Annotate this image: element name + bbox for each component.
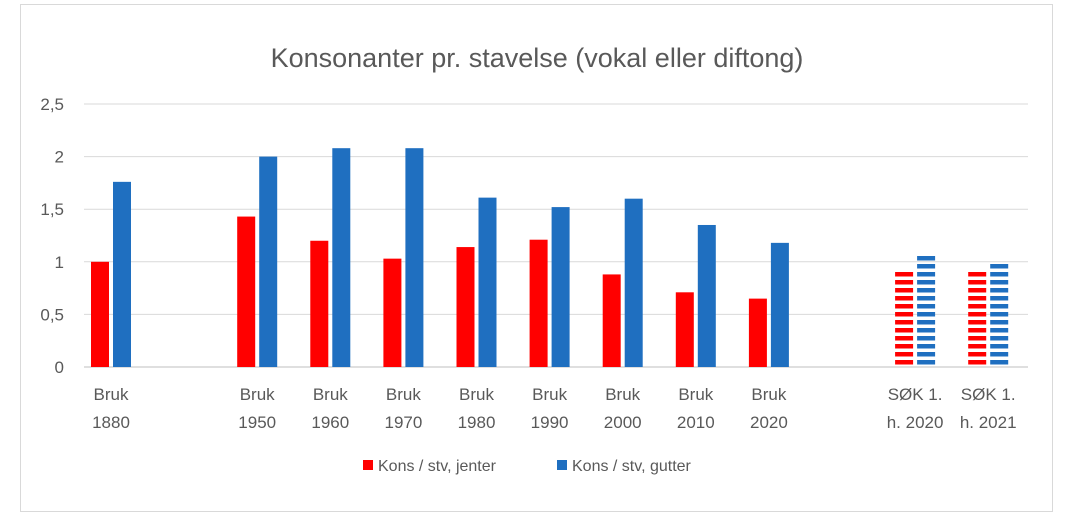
x-tick-label: SØK 1. (961, 385, 1016, 404)
bar-gutter (697, 224, 716, 367)
chart-title: Konsonanter pr. stavelse (vokal eller di… (271, 43, 804, 73)
bar-gutter (770, 242, 789, 367)
x-tick-label: 1980 (458, 413, 496, 432)
bar-gutter (551, 207, 570, 367)
bar-jenter (310, 240, 329, 367)
bar-jenter (456, 247, 475, 367)
x-tick-label: Bruk (94, 385, 129, 404)
bar-gutter (917, 253, 936, 367)
bar-jenter (748, 298, 767, 367)
y-tick-label: 0,5 (40, 305, 64, 324)
bar-jenter (529, 239, 548, 367)
x-tick-label: 1960 (311, 413, 349, 432)
bar-jenter (91, 261, 109, 367)
x-tick-label: 1880 (92, 413, 130, 432)
x-tick-label: 2010 (677, 413, 715, 432)
bars (91, 148, 1009, 367)
bar-gutter (624, 198, 643, 367)
y-tick-label: 2 (55, 148, 64, 167)
bar-gutter (478, 197, 497, 367)
legend-swatch (363, 460, 373, 470)
x-tick-label: h. 2021 (960, 413, 1017, 432)
x-axis-ticks: Bruk 1880 Bruk 1950 Bruk 1960 Bruk 1970 Bruk 1980… (92, 385, 1016, 432)
x-tick-label: Bruk (386, 385, 421, 404)
x-tick-label: Bruk (605, 385, 640, 404)
x-tick-label: Bruk (678, 385, 713, 404)
y-axis-ticks: 0 0,5 1 1,5 2 2,5 (40, 95, 64, 377)
bar-jenter (895, 270, 914, 367)
bar-jenter (968, 270, 987, 367)
x-tick-label: 1970 (384, 413, 422, 432)
bar-gutter (259, 156, 278, 367)
x-tick-label: Bruk (240, 385, 275, 404)
x-tick-label: Bruk (313, 385, 348, 404)
legend: Kons / stv, jenter Kons / stv, gutter (363, 458, 692, 475)
x-tick-label: 1990 (531, 413, 569, 432)
bar-gutter (990, 261, 1009, 367)
x-tick-label: Bruk (751, 385, 786, 404)
x-tick-label: Bruk (459, 385, 494, 404)
bar-gutter (405, 148, 424, 367)
bar-jenter (383, 258, 402, 367)
y-tick-label: 1,5 (40, 200, 64, 219)
x-tick-label: 1950 (238, 413, 276, 432)
legend-label: Kons / stv, jenter (378, 458, 497, 475)
x-tick-label: 2000 (604, 413, 642, 432)
legend-label: Kons / stv, gutter (572, 458, 692, 475)
y-tick-label: 2,5 (40, 95, 64, 114)
bar-gutter (113, 181, 131, 367)
x-tick-label: h. 2020 (887, 413, 944, 432)
bar-jenter (675, 292, 694, 367)
x-tick-label: 2020 (750, 413, 788, 432)
x-tick-label: SØK 1. (888, 385, 943, 404)
legend-swatch (557, 460, 567, 470)
bar-gutter (332, 148, 351, 367)
y-tick-label: 1 (55, 253, 64, 272)
bar-jenter (602, 274, 621, 367)
bar-jenter (237, 216, 256, 367)
y-tick-label: 0 (55, 358, 64, 377)
x-tick-label: Bruk (532, 385, 567, 404)
